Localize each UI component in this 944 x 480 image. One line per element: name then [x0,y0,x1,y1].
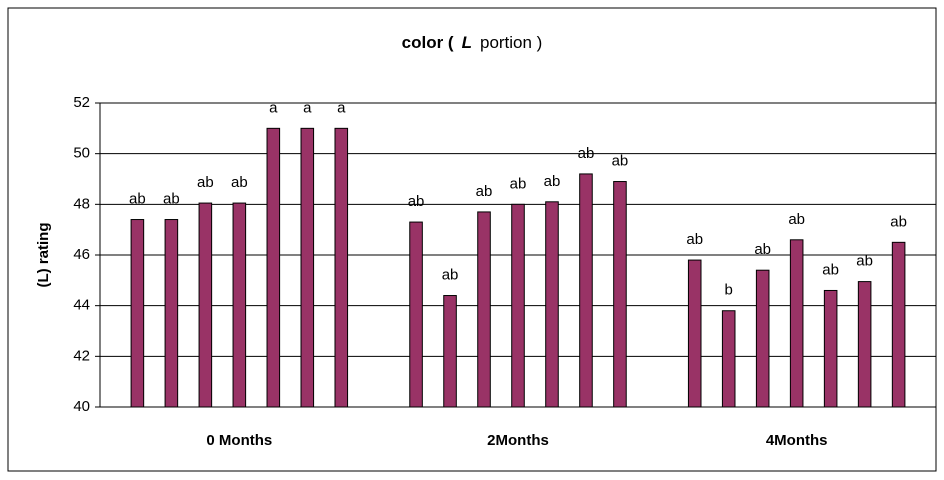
title-part: portion ) [480,33,542,52]
y-tick-label: 42 [73,347,90,364]
bar [857,281,872,408]
title-part: color ( [402,33,454,52]
bar [334,127,349,408]
bar [232,202,247,408]
x-tick-label: 2Months [487,432,549,449]
bar-letter: ab [788,211,805,228]
bar [823,289,838,408]
bar [613,181,627,408]
bar-letter: ab [197,174,214,191]
bar-letter: a [337,99,346,116]
y-tick-label: 52 [73,94,90,111]
bar-letter: ab [476,183,493,200]
x-tick-label: 0 Months [206,432,272,449]
bar [789,239,804,408]
y-tick-label: 40 [73,398,90,415]
bar-letter: ab [442,267,459,284]
chart-frame [7,7,937,472]
title-part: L [462,33,472,52]
bar [198,202,213,408]
bar-letter: ab [578,145,595,162]
bar [409,221,423,408]
bar-letter: a [303,99,312,116]
bar-letter: ab [856,253,873,270]
bar-letter: b [725,282,733,299]
bar-letter: ab [408,193,425,210]
bar-letter: ab [129,191,146,208]
bar-letter: a [269,99,278,116]
bar-letter: ab [510,175,527,192]
bar [891,241,906,408]
bar [511,203,525,408]
bar-letter: ab [822,261,839,278]
bar [545,201,559,408]
y-tick-label: 44 [73,297,90,314]
bar [266,127,281,408]
bar-letter: ab [163,191,180,208]
bar-letter: ab [231,174,248,191]
bar [130,219,145,408]
bar-letter: ab [544,173,561,190]
y-tick-label: 46 [73,246,90,263]
bar [579,173,593,408]
bar [164,219,179,408]
bar [721,310,736,408]
bar [755,269,770,408]
bar [300,127,315,408]
bar [477,211,491,408]
bar [443,295,457,408]
bar-letter: ab [754,241,771,258]
bar-letter: ab [890,213,907,230]
bar [687,259,702,408]
bar-letter: ab [686,231,703,248]
bar-letter: ab [612,153,629,170]
y-tick-label: 50 [73,145,90,162]
x-tick-label: 4Months [766,432,828,449]
y-tick-label: 48 [73,195,90,212]
y-axis-label: (L) rating [35,223,52,288]
